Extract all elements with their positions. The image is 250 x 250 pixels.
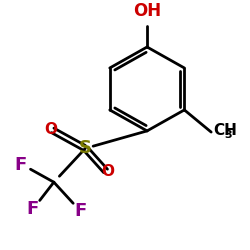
Text: F: F <box>74 202 87 220</box>
Text: O: O <box>101 164 114 179</box>
Text: CH: CH <box>214 124 237 138</box>
Text: OH: OH <box>133 2 161 20</box>
Text: F: F <box>27 200 39 218</box>
Text: 3: 3 <box>224 130 232 140</box>
Text: S: S <box>79 140 92 158</box>
Text: O: O <box>44 122 57 137</box>
Text: F: F <box>14 156 26 174</box>
